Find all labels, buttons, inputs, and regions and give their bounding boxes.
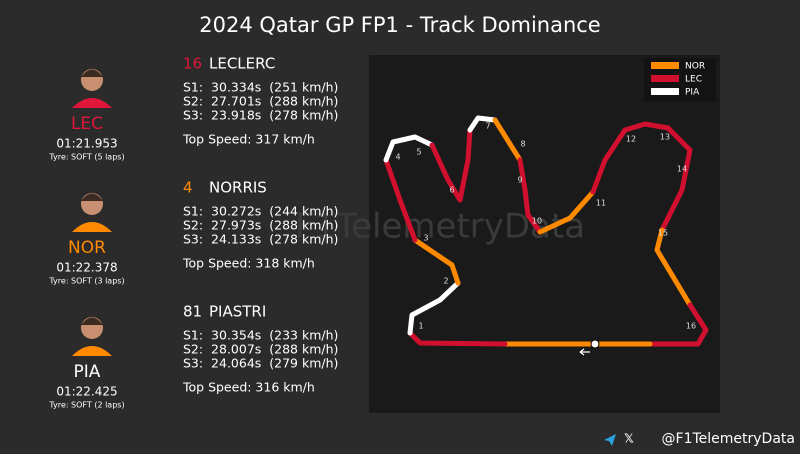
corner-label: 16 <box>686 322 696 331</box>
track-segment <box>407 280 461 336</box>
track-segment <box>537 189 596 235</box>
driver-name: PIASTRI <box>209 303 266 321</box>
sector-time: S3: 24.133s (278 km/h) <box>183 232 338 247</box>
corner-label: 4 <box>395 153 400 162</box>
corner-label: 1 <box>418 322 423 331</box>
top-speed: Top Speed: 318 km/h <box>182 256 315 271</box>
driver-number: 81 <box>183 303 202 321</box>
portrait-hair <box>81 317 103 325</box>
track-segment <box>517 157 543 235</box>
track-segment <box>590 121 671 195</box>
footer-handle: @F1TelemetryData <box>662 431 795 447</box>
corner-label: 13 <box>660 133 670 142</box>
corner-label: 12 <box>626 135 636 144</box>
portrait-body <box>72 346 112 356</box>
driver-number: 4 <box>183 179 193 197</box>
corner-label: 5 <box>416 148 421 157</box>
driver-code: LEC <box>71 114 103 134</box>
track-segment <box>654 227 693 308</box>
corner-label: 10 <box>532 217 542 226</box>
track-segment <box>412 237 461 286</box>
portrait-body <box>72 222 112 232</box>
top-speed: Top Speed: 316 km/h <box>182 380 315 395</box>
sector-time: S1: 30.272s (244 km/h) <box>183 204 338 219</box>
direction-arrow <box>579 348 590 356</box>
lap-time: 01:22.378 <box>56 261 117 275</box>
telegram-icon <box>604 434 616 446</box>
sector-time: S3: 24.064s (279 km/h) <box>183 356 338 371</box>
portrait-hair <box>81 193 103 201</box>
corner-label: 7 <box>485 122 490 131</box>
driver-code: PIA <box>74 362 101 382</box>
sector-time: S2: 27.701s (288 km/h) <box>183 94 338 109</box>
corner-label: 2 <box>443 277 448 286</box>
drivers: LEC 01:21.953 Tyre: SOFT (5 laps) 16 LECLERC… <box>48 55 338 410</box>
corner-label: 8 <box>520 140 525 149</box>
legend-swatch <box>651 62 679 69</box>
tyre-info: Tyre: SOFT (2 laps) <box>48 401 124 410</box>
corner-label: 9 <box>517 176 522 185</box>
title: 2024 Qatar GP FP1 - Track Dominance <box>199 13 600 37</box>
corner-label: 15 <box>658 229 668 238</box>
driver-number: 16 <box>183 55 202 73</box>
sector-time: S1: 30.354s (233 km/h) <box>183 328 338 343</box>
driver-name: NORRIS <box>209 179 267 197</box>
legend: NOR LEC PIA <box>644 58 716 102</box>
legend-swatch <box>651 88 679 95</box>
driver-code: NOR <box>68 238 106 258</box>
track-segment <box>407 330 508 347</box>
tyre-info: Tyre: SOFT (3 laps) <box>48 277 124 286</box>
legend-label: NOR <box>685 62 705 72</box>
lap-time: 01:22.425 <box>56 385 117 399</box>
legend-label: PIA <box>685 88 700 98</box>
corner-label: 3 <box>423 234 428 243</box>
portrait-hair <box>81 69 103 77</box>
legend-label: LEC <box>685 75 702 85</box>
corner-label: 14 <box>677 165 687 174</box>
portrait-body <box>72 98 112 108</box>
track-segment <box>659 125 693 233</box>
corner-label: 11 <box>596 199 606 208</box>
x-icon: 𝕏 <box>624 432 634 446</box>
lap-time: 01:21.953 <box>56 137 117 151</box>
watermark: F1TelemetryData <box>295 207 585 247</box>
finish-line <box>590 339 600 349</box>
top-speed: Top Speed: 317 km/h <box>182 132 315 147</box>
track-segment <box>492 117 523 163</box>
track-segment <box>383 157 418 243</box>
track-segment <box>647 302 709 347</box>
sector-time: S2: 27.973s (288 km/h) <box>183 218 338 233</box>
legend-swatch <box>651 75 679 82</box>
track-segment <box>467 115 498 133</box>
corner-label: 6 <box>449 186 454 195</box>
track-segment <box>383 134 435 163</box>
driver-name: LECLERC <box>209 55 275 73</box>
track-segment <box>429 127 473 203</box>
sector-time: S3: 23.918s (278 km/h) <box>183 108 338 123</box>
tyre-info: Tyre: SOFT (5 laps) <box>48 153 124 162</box>
sector-time: S1: 30.334s (251 km/h) <box>183 80 338 95</box>
sector-time: S2: 28.007s (288 km/h) <box>183 342 338 357</box>
